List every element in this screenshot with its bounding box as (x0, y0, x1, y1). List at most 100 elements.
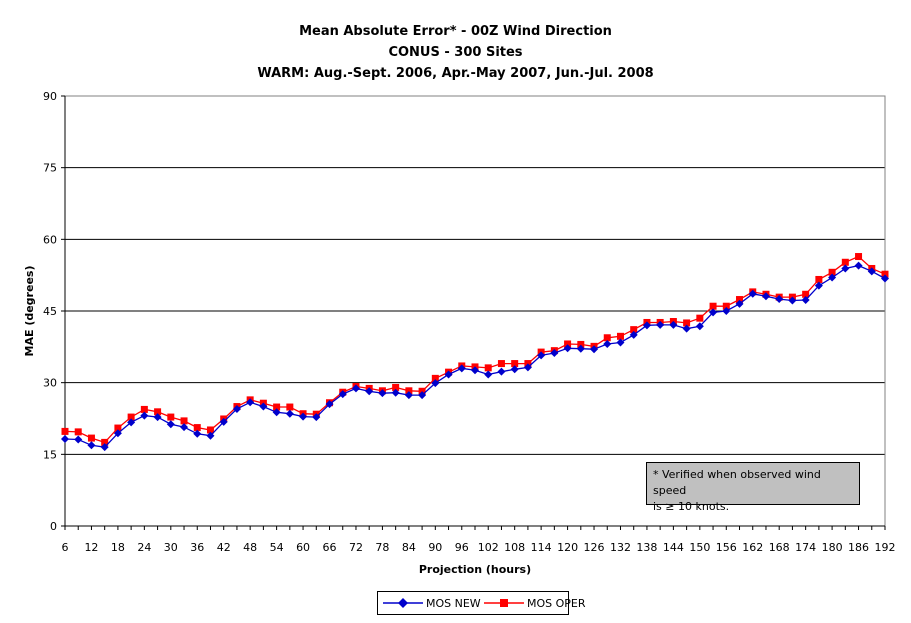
series-line (64, 264, 886, 448)
data-point (61, 435, 69, 444)
data-point (855, 253, 863, 261)
data-point (736, 296, 744, 304)
data-point (392, 383, 400, 391)
data-point (457, 364, 466, 373)
data-point (286, 403, 294, 411)
data-point (193, 424, 201, 432)
data-point (484, 370, 493, 379)
data-point (801, 296, 810, 305)
x-tick-label: 162 (742, 541, 763, 554)
x-tick-label: 48 (243, 541, 257, 554)
data-point (444, 370, 453, 379)
x-axis-label: Projection (hours) (419, 563, 531, 576)
data-point (154, 408, 162, 416)
data-point (180, 423, 189, 432)
data-point (206, 426, 214, 434)
data-point (61, 427, 69, 435)
series-mos-new (61, 261, 889, 452)
data-point (709, 308, 718, 317)
data-point (867, 267, 876, 276)
x-tick-label: 108 (504, 541, 525, 554)
data-point (629, 330, 638, 339)
data-point (841, 264, 850, 273)
data-point (484, 364, 492, 372)
data-point (101, 438, 109, 446)
y-tick-label: 90 (43, 90, 57, 103)
x-tick-label: 84 (402, 541, 416, 554)
data-point (616, 338, 625, 347)
data-point (709, 302, 717, 310)
y-tick-label: 15 (43, 448, 57, 461)
data-point (814, 281, 823, 290)
data-point (511, 360, 519, 368)
data-point (114, 424, 122, 432)
data-point (563, 344, 572, 353)
x-tick-label: 6 (62, 541, 69, 554)
data-point (564, 340, 572, 348)
data-point (232, 404, 241, 413)
x-tick-label: 138 (636, 541, 657, 554)
data-point (815, 275, 823, 283)
axes: 0 15 30 45 60 75 90 6 12 18 24 30 36 42 48 54 60 66 72 78 84… (43, 90, 896, 554)
x-tick-label: 114 (531, 541, 552, 554)
chart-title-line-1: Mean Absolute Error* - 00Z Wind Directio… (299, 24, 612, 39)
data-point (153, 413, 162, 422)
data-point (722, 307, 731, 315)
data-point (299, 412, 308, 421)
data-point (431, 374, 439, 382)
data-point (273, 403, 281, 411)
legend-label-mos-new: MOS NEW (426, 597, 481, 610)
data-point (642, 321, 651, 330)
data-point (74, 428, 82, 436)
data-point (722, 302, 730, 310)
x-tick-label: 180 (822, 541, 843, 554)
data-point (193, 429, 202, 438)
data-point (431, 379, 440, 388)
x-tick-label: 144 (663, 541, 684, 554)
data-point (338, 390, 347, 399)
legend: MOS NEW MOS OPER (377, 591, 586, 615)
x-tick-label: 66 (323, 541, 337, 554)
data-point (696, 314, 704, 322)
x-tick-label: 120 (557, 541, 578, 554)
data-point (219, 417, 228, 426)
data-point (603, 334, 611, 342)
y-tick-label: 60 (43, 233, 57, 246)
data-point (550, 349, 559, 358)
data-point (656, 320, 665, 329)
data-point (748, 289, 757, 298)
data-point (590, 345, 599, 354)
data-point (127, 418, 136, 427)
data-point (351, 384, 360, 393)
data-point (576, 344, 585, 353)
y-tick-label: 75 (43, 162, 57, 175)
data-point (246, 398, 255, 407)
data-point (683, 319, 691, 327)
data-point (841, 258, 849, 266)
x-tick-label: 60 (296, 541, 310, 554)
legend-marker-mos-new (383, 598, 423, 608)
data-point (761, 292, 770, 301)
x-tick-label: 96 (455, 541, 469, 554)
chart-title-line-3: WARM: Aug.-Sept. 2006, Apr.-May 2007, Ju… (257, 66, 654, 81)
x-tick-label: 42 (217, 541, 231, 554)
data-point (471, 366, 479, 375)
data-point (828, 268, 836, 276)
data-point (167, 413, 175, 421)
data-point (325, 400, 334, 409)
data-point (577, 340, 585, 348)
data-point (74, 435, 83, 444)
x-tick-label: 168 (769, 541, 790, 554)
series-line (64, 255, 886, 444)
series-mos-oper (61, 253, 889, 446)
y-axis-label: MAE (degrees) (23, 266, 36, 357)
data-point (404, 391, 413, 400)
data-point (391, 388, 400, 397)
data-point (259, 402, 268, 411)
x-tick-label: 174 (795, 541, 816, 554)
data-point (788, 296, 797, 305)
x-tick-label: 72 (349, 541, 363, 554)
data-point (312, 413, 321, 422)
x-tick-label: 54 (270, 541, 284, 554)
